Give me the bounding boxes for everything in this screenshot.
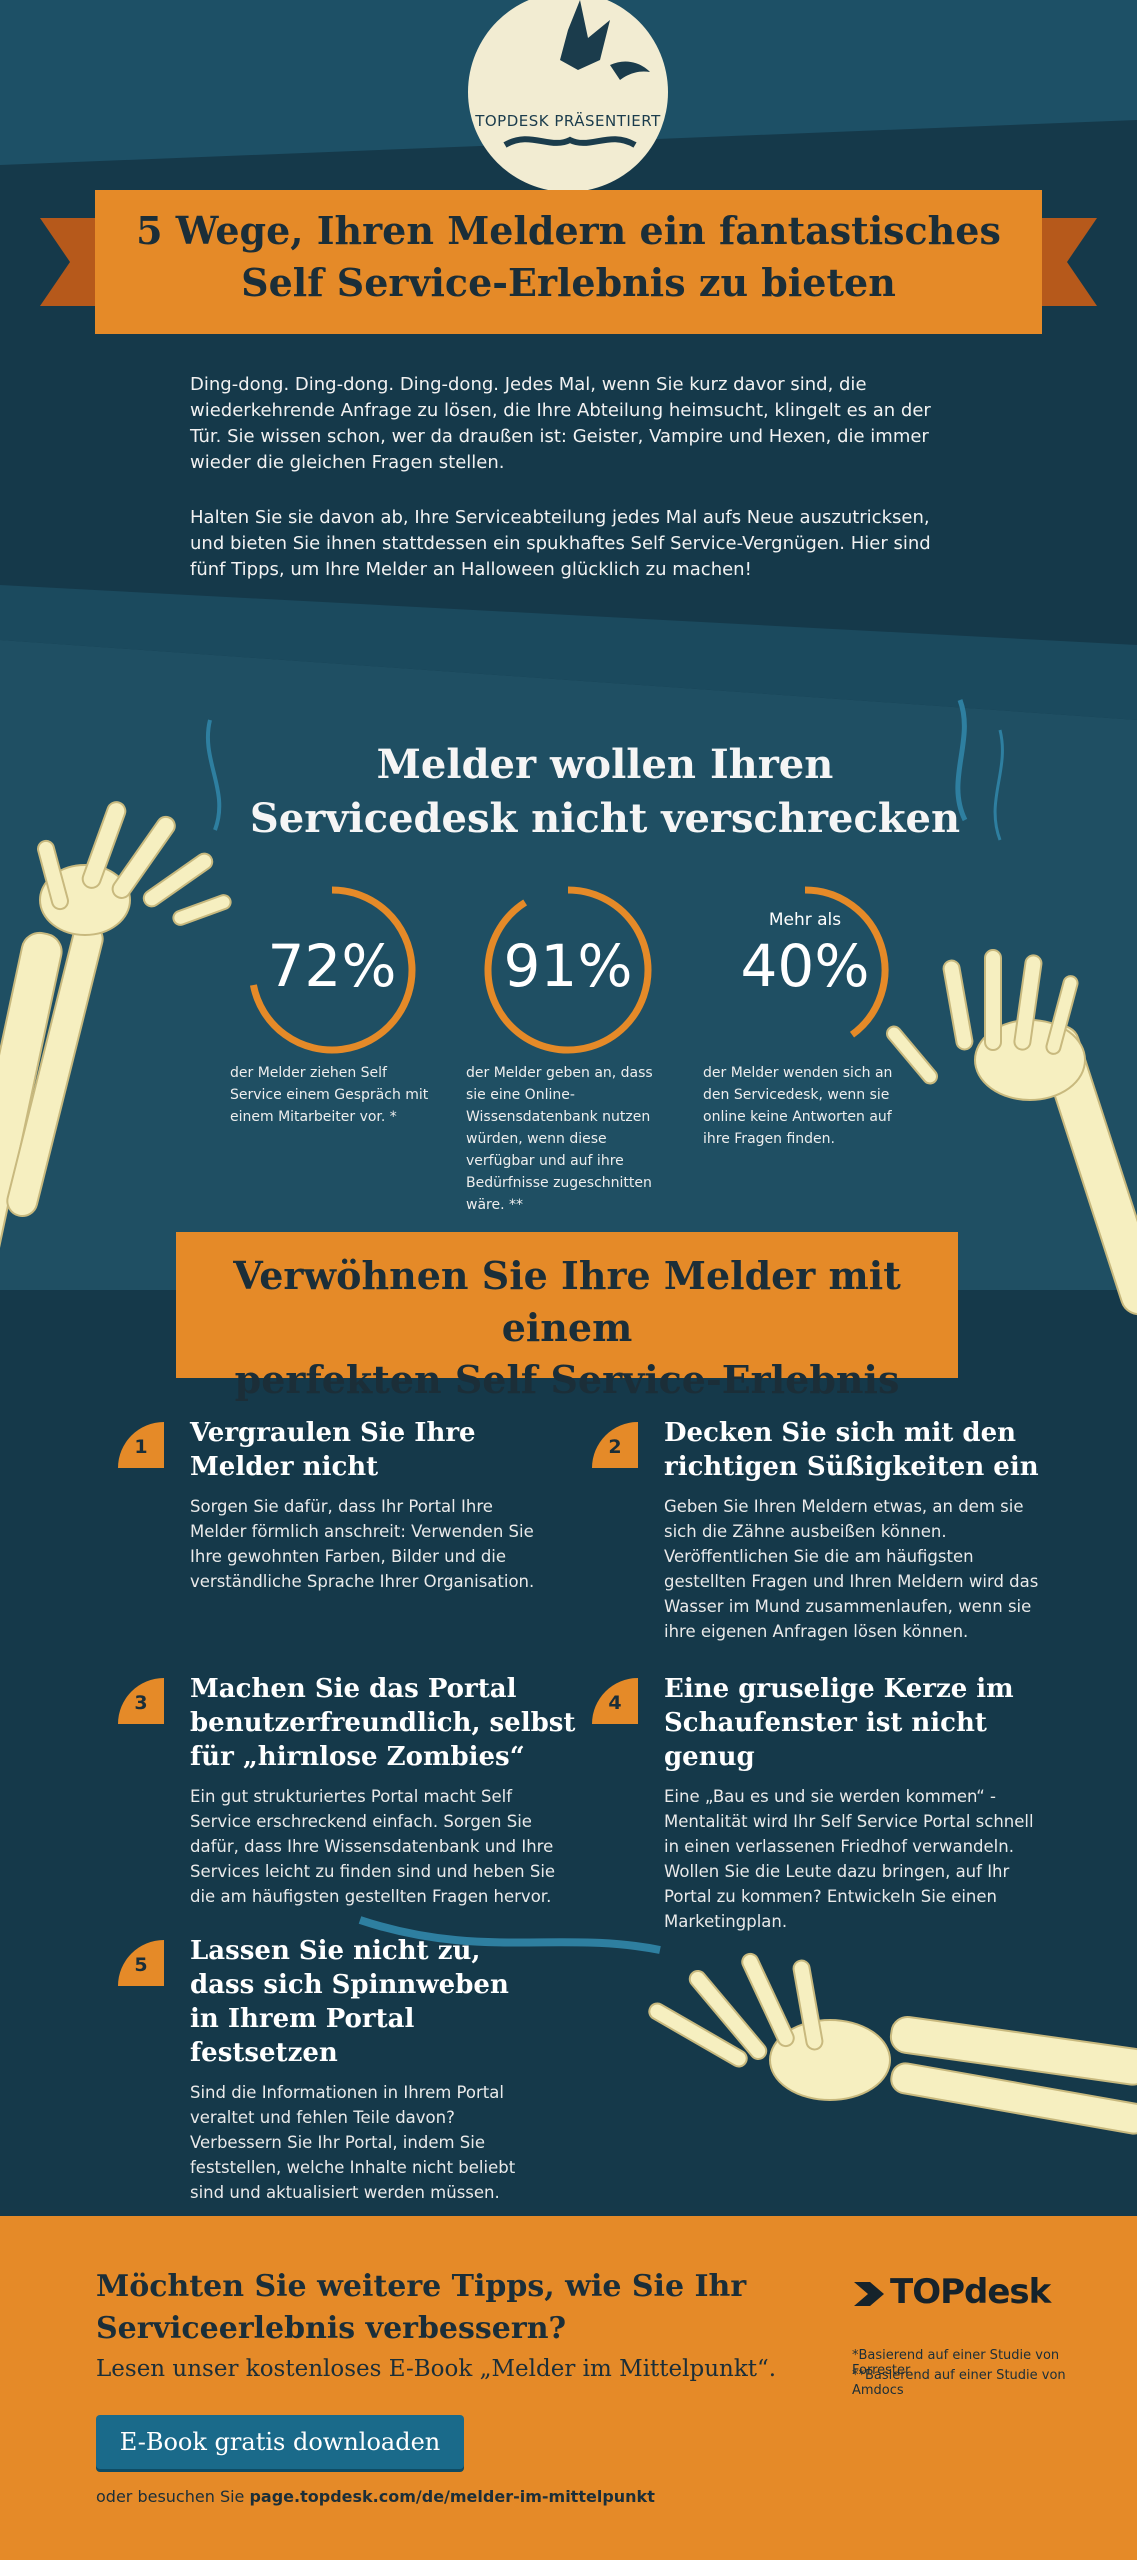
tip-number-badge: 4 — [592, 1678, 638, 1724]
intro-paragraph-2: Halten Sie sie davon ab, Ihre Serviceabt… — [190, 507, 931, 580]
stat-value: 91% — [503, 932, 633, 1000]
tip-body: Geben Sie Ihren Meldern etwas, an dem si… — [664, 1497, 1039, 1641]
footnote-2: **Basierend auf einer Studie von Amdocs — [852, 2368, 1066, 2398]
stats-title: Melder wollen Ihren Servicedesk nicht ve… — [200, 738, 1010, 846]
tip-number-badge: 3 — [118, 1678, 164, 1724]
stat-ring-arc — [804, 886, 889, 1038]
ebook-link[interactable]: page.topdesk.com/de/melder-im-mittelpunk… — [249, 2487, 655, 2506]
skeleton-hand-icon — [648, 1952, 1137, 2135]
stat-ring — [249, 886, 416, 1054]
tips-title: Verwöhnen Sie Ihre Melder mit einem perf… — [176, 1250, 958, 1406]
skeleton-hand-icon — [0, 801, 232, 1269]
topdesk-logo: TOPdesk — [890, 2272, 1051, 2312]
tip-body: Eine „Bau es und sie werden kommen“ -Men… — [664, 1787, 1034, 1931]
tip-number-badge: 5 — [118, 1940, 164, 1986]
tip-item: 5 Lassen Sie nicht zu, dass sich Spinnwe… — [118, 1934, 590, 2205]
tip-number-badge: 1 — [118, 1422, 164, 1468]
page-title-line2: Self Service-Erlebnis zu bieten — [241, 260, 896, 305]
tip-title: Lassen Sie nicht zu, dass sich Spinnwebe… — [190, 1936, 509, 2068]
title-banner — [40, 190, 1097, 334]
moon-bat-icon — [468, 0, 668, 190]
tip-body: Sorgen Sie dafür, dass Ihr Portal Ihre M… — [190, 1497, 535, 1591]
tip-body: Ein gut strukturiertes Portal macht Self… — [190, 1787, 556, 1906]
logo-arrow-icon — [854, 2282, 884, 2306]
download-ebook-button[interactable]: E-Book gratis downloaden — [96, 2415, 464, 2469]
alt-link-prefix: oder besuchen Sie — [96, 2487, 250, 2506]
stat-description: der Melder geben an, dass sie eine Onlin… — [466, 1065, 653, 1213]
intro-paragraph-1: Ding-dong. Ding-dong. Ding-dong. Jedes M… — [190, 374, 931, 473]
cta-subtitle: Lesen unser kostenloses E-Book „Melder i… — [96, 2356, 777, 2382]
tip-number: 4 — [608, 1692, 622, 1714]
page-title-line1: 5 Wege, Ihren Meldern ein fantastisches — [136, 208, 1001, 253]
stat-description: der Melder ziehen Self Service einem Ges… — [230, 1065, 429, 1125]
tip-body: Sind die Informationen in Ihrem Portal v… — [190, 2083, 516, 2202]
tips-title-line2: perfekten Self Service-Erlebnis — [234, 1357, 900, 1402]
tip-number: 5 — [134, 1954, 148, 1976]
presents-label: TOPDESK PRÄSENTIERT — [475, 112, 661, 130]
stat-ring — [484, 886, 652, 1054]
tip-item: 3 Machen Sie das Portal benutzerfreundli… — [118, 1672, 590, 1909]
tip-title: Machen Sie das Portal benutzerfreundlich… — [190, 1674, 576, 1772]
tip-title: Eine gruselige Kerze im Schaufenster ist… — [664, 1674, 1014, 1772]
tip-item: 4 Eine gruselige Kerze im Schaufenster i… — [592, 1672, 1064, 1934]
stat-value: 40% — [740, 932, 870, 1000]
stat-value: 72% — [267, 932, 397, 1000]
stat-ring-arc — [484, 886, 652, 1054]
tip-title: Vergraulen Sie Ihre Melder nicht — [190, 1418, 476, 1482]
stat-ring — [804, 886, 889, 1038]
tip-title: Decken Sie sich mit den richtigen Süßigk… — [664, 1418, 1039, 1482]
footer — [0, 2216, 1137, 2560]
skeleton-hand-icon — [886, 949, 1137, 1316]
tips-title-line1: Verwöhnen Sie Ihre Melder mit einem — [233, 1253, 901, 1350]
cta-title: Möchten Sie weitere Tipps, wie Sie Ihr S… — [96, 2269, 747, 2346]
alt-link-line: oder besuchen Sie page.topdesk.com/de/me… — [96, 2487, 655, 2506]
stats-title-line1: Melder wollen Ihren — [376, 741, 834, 788]
page-title: 5 Wege, Ihren Meldern ein fantastisches … — [95, 205, 1042, 309]
tip-item: 1 Vergraulen Sie Ihre Melder nicht Sorge… — [118, 1416, 590, 1594]
tip-number: 1 — [134, 1436, 148, 1458]
tip-number: 2 — [608, 1436, 622, 1458]
stat-prefix: Mehr als — [768, 910, 842, 930]
stat-ring-arc — [249, 886, 416, 1054]
stats-title-line2: Servicedesk nicht verschrecken — [249, 795, 961, 842]
stat-description: der Melder wenden sich an den Servicedes… — [703, 1065, 893, 1147]
footnote-1: *Basierend auf einer Studie von Forreste… — [852, 2348, 1060, 2378]
tip-number-badge: 2 — [592, 1422, 638, 1468]
tip-number: 3 — [134, 1692, 148, 1714]
tip-item: 2 Decken Sie sich mit den richtigen Süßi… — [592, 1416, 1064, 1644]
tips-banner — [176, 1232, 958, 1378]
